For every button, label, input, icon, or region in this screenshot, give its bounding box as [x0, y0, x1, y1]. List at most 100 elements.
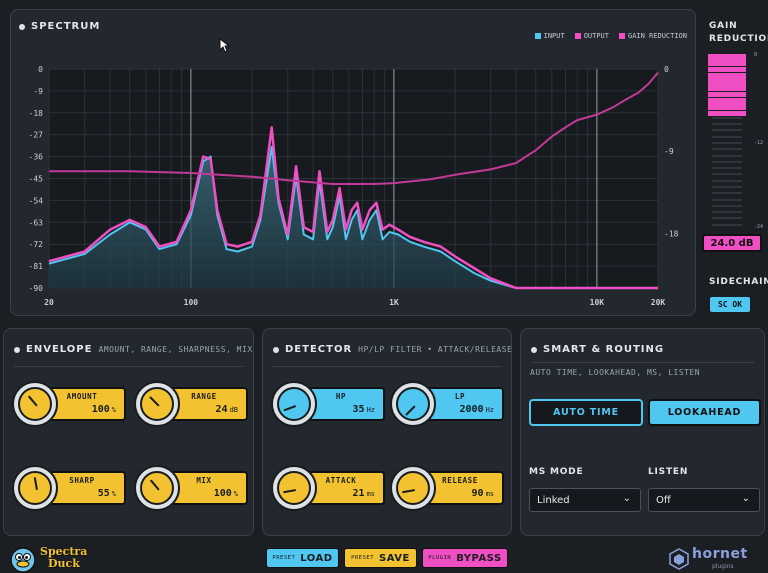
save-label: SAVE	[379, 552, 410, 564]
knob-label: LP	[454, 392, 466, 401]
meter-segment	[708, 85, 746, 92]
knob-value-number: 55	[97, 488, 110, 499]
meter-segment	[708, 104, 746, 111]
y-tick-label: -81	[29, 262, 44, 271]
y-tick-label: -72	[29, 240, 44, 249]
knob-face	[140, 471, 174, 505]
divider	[14, 366, 243, 367]
knob-face	[277, 471, 311, 505]
y-tick-label: 0	[38, 65, 43, 74]
detector-knob-release[interactable]: RELEASE 90 ms	[390, 465, 504, 511]
meter-segment	[712, 129, 742, 132]
knob-value-number: 90	[471, 488, 484, 499]
spectra-duck-logo: Spectra Duck	[8, 545, 98, 573]
title-dot-icon	[531, 346, 537, 353]
listen-value: Off	[656, 494, 671, 506]
y-tick-label: -9	[33, 87, 43, 96]
smart-routing-title-text: SMART & ROUTING	[543, 344, 665, 355]
x-tick-label: 100	[184, 298, 199, 307]
knob-pointer-icon	[149, 479, 160, 491]
plugin-bypass-button[interactable]: PLUGIN BYPASS	[422, 548, 508, 568]
knob-pointer-icon	[33, 477, 38, 491]
auto-time-button[interactable]: AUTO TIME	[529, 399, 643, 426]
knob-dial[interactable]	[390, 381, 436, 427]
meter-segment	[712, 116, 742, 119]
gr-tick-12: -12	[754, 140, 764, 146]
knob-face	[396, 387, 430, 421]
output-line	[48, 126, 658, 290]
sidechain-ok-button[interactable]: SC OK	[710, 297, 750, 312]
hornet-wordmark: hornet	[692, 546, 748, 562]
meter-segment	[712, 186, 742, 188]
knob-value: 21 ms	[353, 488, 375, 499]
legend-label: OUTPUT	[583, 32, 609, 40]
envelope-knob-range[interactable]: RANGE 24 dB	[134, 381, 248, 427]
meter-segment	[712, 123, 742, 126]
knob-dial[interactable]	[271, 465, 317, 511]
knob-pointer-icon	[27, 395, 38, 407]
knob-dial[interactable]	[12, 465, 58, 511]
meter-segment	[712, 148, 742, 151]
detector-knob-attack[interactable]: ATTACK 21 ms	[271, 465, 385, 511]
y-tick-label: -90	[29, 284, 44, 293]
knob-pointer-icon	[149, 396, 160, 407]
preset-save-button[interactable]: PRESET SAVE	[344, 548, 417, 568]
meter-segment	[712, 167, 742, 170]
hornet-sub: plugins	[712, 563, 734, 570]
gain-reduction-line	[49, 71, 659, 185]
meter-segment	[712, 204, 742, 207]
knob-label: RANGE	[191, 392, 217, 401]
chevron-down-icon: ⌄	[741, 493, 750, 504]
x-tick-label: 10K	[590, 298, 605, 307]
envelope-title-text: ENVELOPE	[26, 344, 93, 355]
knob-face	[140, 387, 174, 421]
load-small-label: PRESET	[272, 555, 296, 561]
x-tick-label: 20	[44, 298, 54, 307]
brand-line2: Duck	[48, 557, 80, 570]
detector-knob-hp[interactable]: HP 35 Hz	[271, 381, 385, 427]
envelope-knob-sharp[interactable]: SHARP 55%	[12, 465, 126, 511]
detector-knob-lp[interactable]: LP 2000 Hz	[390, 381, 504, 427]
y-tick-label: -63	[29, 218, 44, 227]
meter-segment	[708, 110, 746, 117]
knob-dial[interactable]	[134, 465, 180, 511]
gr-tick-24: -24	[754, 224, 764, 230]
knob-dial[interactable]	[390, 465, 436, 511]
spectrum-panel: SPECTRUM INPUT OUTPUT GAIN REDUCTION 0 -9…	[10, 9, 696, 316]
knob-dial[interactable]	[12, 381, 58, 427]
gain-reduction-meter	[708, 54, 752, 230]
title-dot-icon	[19, 23, 25, 30]
lookahead-button[interactable]: LOOKAHEAD	[648, 399, 761, 426]
knob-value: 90 ms	[472, 488, 494, 499]
envelope-knob-mix[interactable]: MIX 100%	[134, 465, 248, 511]
meter-segment	[712, 192, 742, 195]
knob-value: 35 Hz	[353, 404, 375, 415]
gain-reduction-title: GAIN REDUCTION	[709, 20, 768, 46]
knob-face	[396, 471, 430, 505]
listen-select[interactable]: Off ⌄	[648, 488, 760, 512]
knob-value: 100%	[92, 404, 116, 415]
knob-dial[interactable]	[271, 381, 317, 427]
meter-segment	[712, 198, 742, 201]
preset-load-button[interactable]: PRESET LOAD	[266, 548, 339, 568]
ms-mode-select[interactable]: Linked ⌄	[529, 488, 641, 512]
detector-title-text: DETECTOR	[285, 344, 353, 355]
spectrum-legend: INPUT OUTPUT GAIN REDUCTION	[534, 32, 687, 40]
divider	[273, 366, 501, 367]
spectrum-title: SPECTRUM	[19, 21, 100, 32]
meter-segment	[712, 223, 742, 226]
x-tick-label: 20K	[651, 298, 666, 307]
y2-tick-label: -18	[664, 229, 679, 238]
knob-face	[18, 471, 52, 505]
envelope-knob-amount[interactable]: AMOUNT 100%	[12, 381, 126, 427]
knob-pointer-icon	[405, 405, 416, 416]
y-tick-label: -18	[29, 109, 44, 118]
divider	[531, 362, 754, 363]
knob-value-number: 100	[213, 488, 232, 499]
knob-pointer-icon	[283, 489, 297, 494]
legend-swatch-icon	[618, 33, 625, 39]
legend-output: OUTPUT	[574, 32, 609, 40]
knob-dial[interactable]	[134, 381, 180, 427]
knob-value-number: 2000	[459, 404, 484, 415]
